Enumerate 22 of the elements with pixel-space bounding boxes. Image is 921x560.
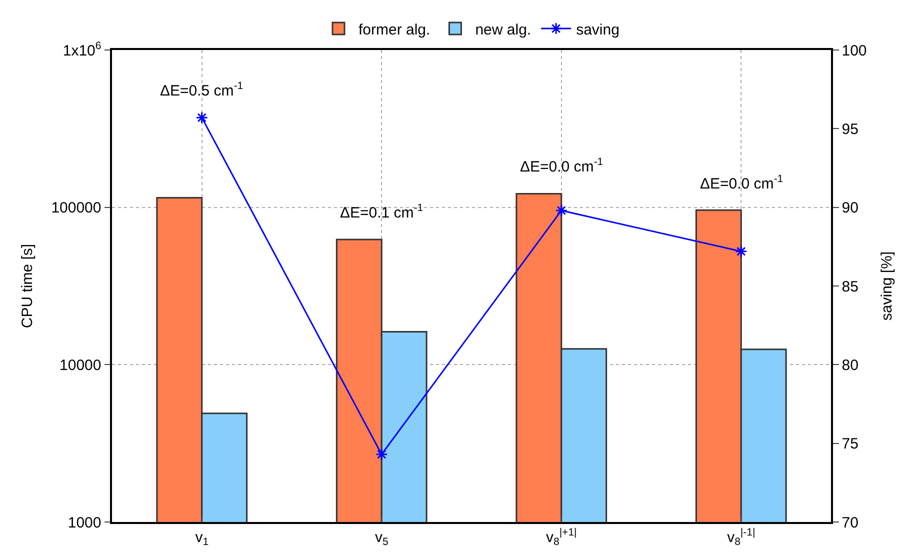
y2-axis-title: saving [%] <box>878 251 896 321</box>
y2-tick-label: 75 <box>842 436 858 453</box>
legend-label: former alg. <box>358 21 430 38</box>
annotation: ΔE=0.0 cm$^{-1}$ <box>520 156 604 176</box>
y2-tick-label: 85 <box>842 278 858 296</box>
y2-tick-label: 80 <box>842 356 858 374</box>
y-tick-label: 10000 <box>60 356 102 374</box>
y-tick-label: 1000 <box>68 514 102 532</box>
annotation: ΔE=0.1 cm$^{-1}$ <box>340 202 424 222</box>
y-tick-label: 1x10$^{6}$ <box>62 40 102 60</box>
y-tick-label: 100000 <box>51 200 102 217</box>
x-tick-label: v$_{5}$ <box>374 528 388 548</box>
annotation: ΔE=0.0 cm$^{-1}$ <box>700 173 784 192</box>
y2-tick-label: 90 <box>842 200 858 217</box>
annotation: ΔE=0.5 cm$^{-1}$ <box>160 80 244 100</box>
legend-label: new alg. <box>475 21 532 38</box>
y2-tick-label: 100 <box>842 42 867 60</box>
legend-label: saving <box>576 21 620 38</box>
y2-tick-label: 95 <box>842 120 858 138</box>
y-axis-title: CPU time [s] <box>18 244 36 328</box>
y2-tick-label: 70 <box>842 514 858 532</box>
x-tick-label: v$_{1}$ <box>195 528 209 548</box>
